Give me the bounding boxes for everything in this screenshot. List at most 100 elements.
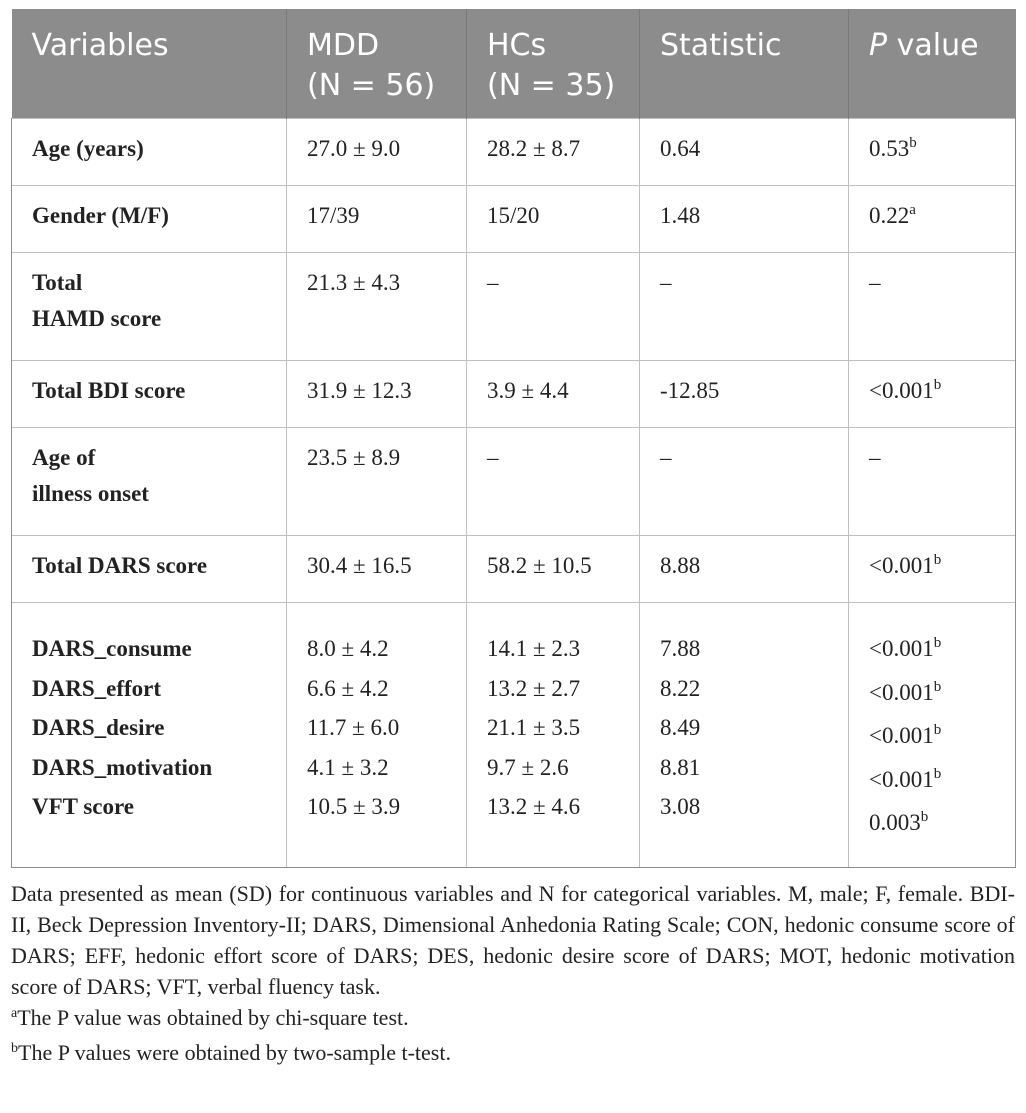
header-pvalue-rest: value (887, 28, 979, 63)
variable-label-line: Total DARS score (32, 553, 208, 578)
pvalue-superscript: b (933, 722, 942, 738)
cell-pvalue-value: – (869, 270, 881, 295)
cell-variable-value: VFT score (32, 794, 134, 819)
cell-statistic-value: 8.88 (660, 553, 701, 578)
cell-pvalue-value: 0.53 (869, 136, 910, 161)
cell-pvalue: – (848, 427, 1016, 536)
pvalue-superscript: b (920, 809, 929, 825)
cell-mdd-value: 6.6 ± 4.2 (307, 675, 389, 701)
variable-label-line: Age (years) (32, 136, 144, 161)
subscale-line: <0.001b (869, 716, 995, 760)
cell-hcs-value: 13.2 ± 4.6 (487, 794, 581, 819)
cell-hcs-value: – (487, 445, 499, 470)
cell-variable: Age of illness onset (11, 427, 287, 536)
footnote-b: bThe P values were obtained by two-sampl… (11, 1037, 1015, 1072)
subscale-line: 14.1 ± 2.3 (487, 629, 619, 669)
header-pvalue: P value (848, 9, 1016, 119)
header-hcs-line2: (N = 35) (487, 68, 616, 103)
cell-statistic: 0.64 (639, 118, 849, 186)
header-variables: Variables (11, 9, 287, 119)
table-footnotes: Data presented as mean (SD) for continuo… (11, 878, 1015, 1072)
cell-pvalue-value: – (869, 445, 881, 470)
pvalue-superscript: b (933, 377, 942, 393)
header-row: Variables MDD (N = 56) HCs (N = 35) Stat… (11, 9, 1016, 119)
cell-pvalue: – (848, 252, 1016, 361)
table-row: Age of illness onset 23.5 ± 8.9 – – – (11, 427, 1016, 536)
header-mdd: MDD (N = 56) (286, 9, 467, 119)
cell-pvalue: <0.001b (848, 535, 1016, 603)
subscale-line: <0.001b (869, 760, 995, 804)
header-pvalue-p: P (869, 28, 888, 63)
footnote-abbreviations: Data presented as mean (SD) for continuo… (11, 881, 1015, 999)
subscale-line: 7.88 (660, 629, 828, 669)
pvalue-superscript: b (933, 765, 942, 782)
header-mdd-line2: (N = 56) (307, 68, 436, 103)
cell-pvalue: <0.001b (848, 360, 1016, 428)
pvalue-superscript: b (909, 135, 917, 151)
cell-pvalue-value: <0.001 (869, 766, 934, 792)
cell-hcs: 15/20 (466, 185, 640, 253)
subscale-line: 8.49 (660, 708, 828, 748)
subscale-line: DARS_consume (32, 629, 266, 669)
cell-hcs-value: 9.7 ± 2.6 (487, 754, 569, 780)
cell-variable-value: DARS_consume (32, 636, 192, 661)
cell-variable-value: DARS_motivation (32, 754, 213, 780)
cell-hcs-value: 58.2 ± 10.5 (487, 553, 592, 578)
subscale-line: 10.5 ± 3.9 (307, 787, 446, 827)
subscale-line: 9.7 ± 2.6 (487, 748, 619, 788)
cell-statistic: 8.88 (639, 535, 849, 603)
cell-statistic-value: – (660, 270, 672, 295)
cell-hcs-value: 14.1 ± 2.3 (487, 636, 581, 661)
cell-variable: Total BDI score (11, 360, 287, 428)
subscale-line: DARS_motivation (32, 748, 266, 788)
cell-mdd-value: 10.5 ± 3.9 (307, 794, 401, 819)
cell-mdd: 27.0 ± 9.0 (286, 118, 467, 186)
cell-statistic: – (639, 252, 849, 361)
cell-statistic-value: 8.22 (660, 675, 701, 701)
subscale-line: 21.1 ± 3.5 (487, 708, 619, 748)
subscale-line: DARS_desire (32, 708, 266, 748)
cell-pvalue-value: <0.001 (869, 378, 934, 403)
cell-pvalue-value: <0.001 (869, 553, 934, 578)
variable-label-line: HAMD score (32, 306, 162, 331)
cell-mdd: 23.5 ± 8.9 (286, 427, 467, 536)
subscale-line: 8.81 (660, 748, 828, 788)
cell-pvalue-value: <0.001 (869, 679, 934, 705)
variable-label-line: Gender (M/F) (32, 203, 169, 228)
cell-statistic-value: 8.81 (660, 754, 701, 780)
table-row: Age (years) 27.0 ± 9.0 28.2 ± 8.7 0.64 0.53b (11, 118, 1016, 186)
pvalue-superscript: b (933, 678, 942, 695)
cell-variable: DARS_consume DARS_effort DARS_desire DARS_m… (11, 602, 287, 868)
pvalue-superscript: a (909, 202, 916, 218)
variable-label-line: Total (32, 270, 83, 295)
cell-variable: Total DARS score (11, 535, 287, 603)
cell-mdd-value: 8.0 ± 4.2 (307, 636, 389, 661)
cell-hcs: 28.2 ± 8.7 (466, 118, 640, 186)
variable-label-line: Total BDI score (32, 378, 186, 403)
cell-statistic-value: 8.49 (660, 715, 701, 740)
subscale-line: 0.003b (869, 803, 995, 847)
cell-pvalue-value: <0.001 (869, 636, 934, 661)
table-row: Gender (M/F) 17/39 15/20 1.48 0.22a (11, 185, 1016, 253)
footnote-b-text: The P values were obtained by two-sample… (18, 1040, 451, 1065)
cell-hcs-value: 21.1 ± 3.5 (487, 715, 581, 740)
cell-statistic-value: 0.64 (660, 136, 701, 161)
cell-hcs-value: – (487, 270, 499, 295)
cell-pvalue: 0.22a (848, 185, 1016, 253)
table-wrapper: Variables MDD (N = 56) HCs (N = 35) Stat… (11, 9, 1016, 1072)
cell-hcs: 3.9 ± 4.4 (466, 360, 640, 428)
cell-variable: Gender (M/F) (11, 185, 287, 253)
cell-mdd-value: 27.0 ± 9.0 (307, 136, 401, 161)
subscale-line: 13.2 ± 4.6 (487, 787, 619, 827)
subscale-line: 3.08 (660, 787, 828, 827)
cell-mdd-value: 31.9 ± 12.3 (307, 378, 412, 403)
cell-hcs-value: 13.2 ± 2.7 (487, 675, 581, 701)
variable-label-line: illness onset (32, 481, 149, 506)
cell-statistic: – (639, 427, 849, 536)
subscale-line: 11.7 ± 6.0 (307, 708, 446, 748)
footnote-a-text: The P value was obtained by chi-square t… (17, 1005, 409, 1030)
cell-mdd-value: 4.1 ± 3.2 (307, 754, 389, 780)
cell-variable: Age (years) (11, 118, 287, 186)
cell-hcs: 58.2 ± 10.5 (466, 535, 640, 603)
header-hcs: HCs (N = 35) (466, 9, 640, 119)
